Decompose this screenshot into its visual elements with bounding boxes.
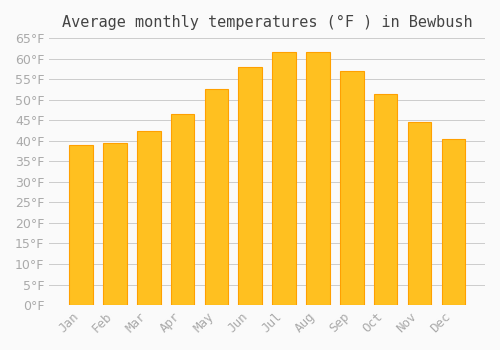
Bar [306,52,330,305]
Bar [408,122,432,305]
Bar [442,139,465,305]
Bar [103,143,126,305]
Bar [170,114,194,305]
Bar [69,145,93,305]
Bar [340,71,363,305]
Bar [374,93,398,305]
Bar [272,52,296,305]
Bar [137,131,160,305]
Bar [204,90,229,305]
Title: Average monthly temperatures (°F ) in Bewbush: Average monthly temperatures (°F ) in Be… [62,15,472,30]
Bar [238,67,262,305]
